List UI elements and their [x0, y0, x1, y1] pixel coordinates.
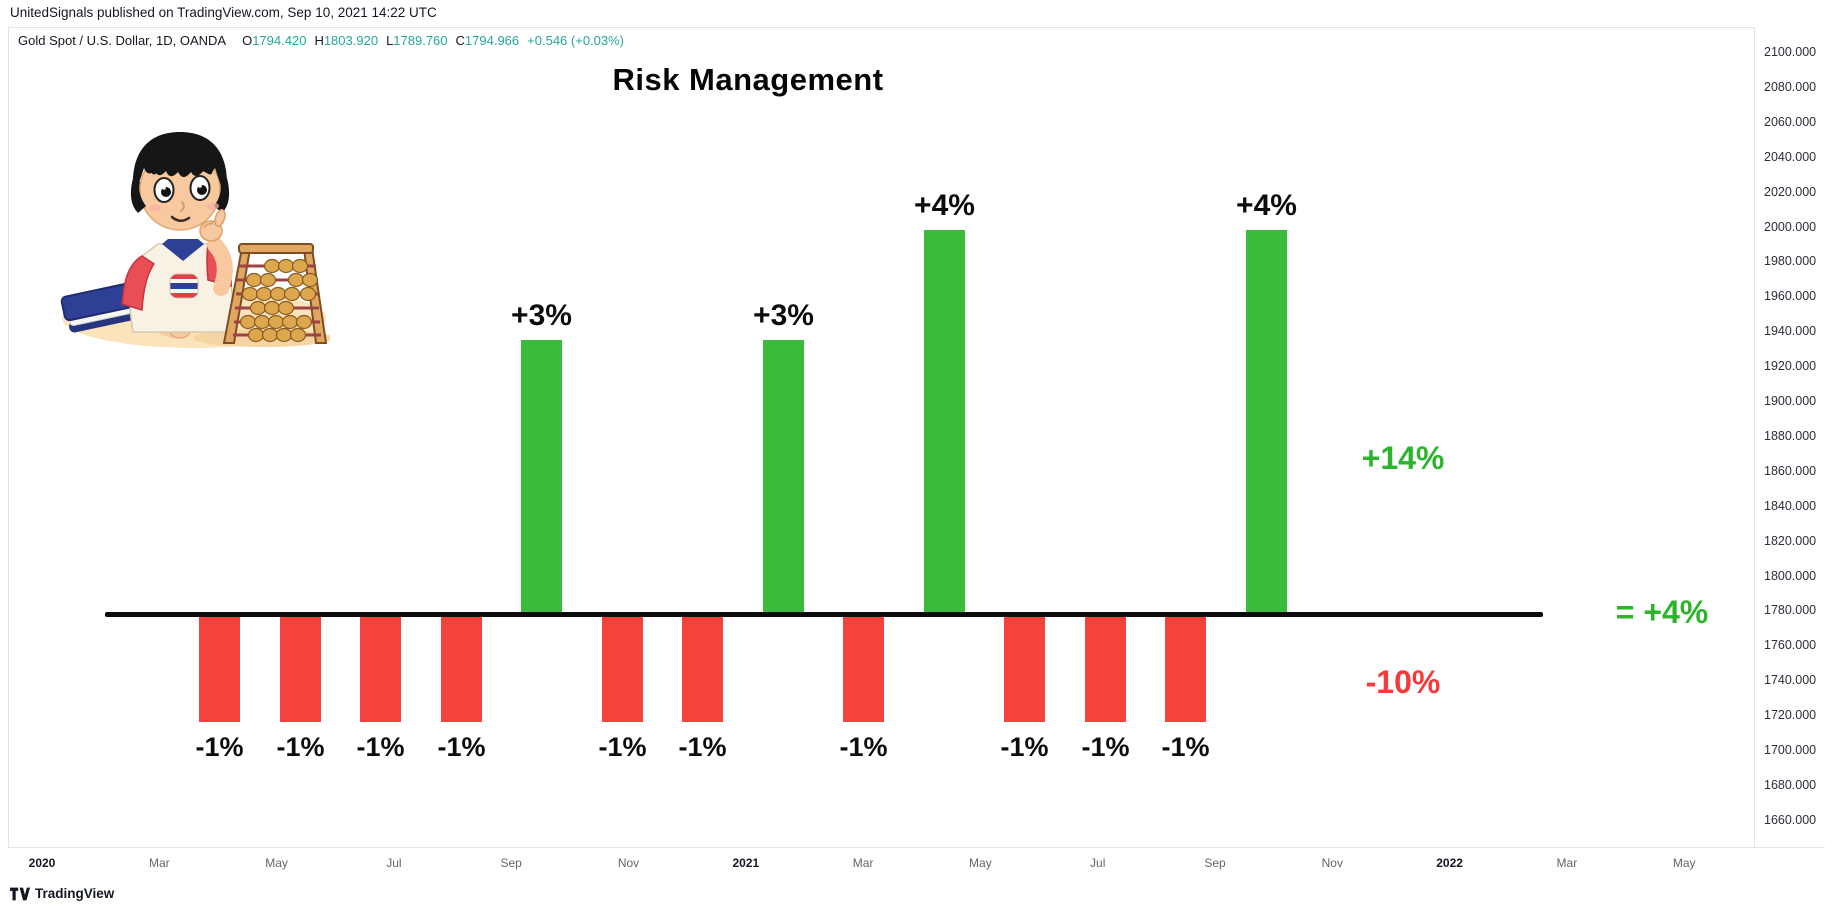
bar-value-label: -1% — [1000, 732, 1049, 762]
price-axis-label: 1900.000 — [1764, 394, 1817, 408]
time-axis-label-jul: Jul — [386, 856, 402, 870]
low-value: 1789.760 — [393, 33, 448, 48]
time-axis-label-may: May — [1672, 856, 1696, 870]
bar-value-label: -1% — [437, 732, 486, 762]
bar-value-label: +3% — [511, 299, 572, 332]
price-axis-label: 1860.000 — [1764, 463, 1817, 478]
low-label: L — [386, 33, 394, 48]
price-axis-label: 2060.000 — [1764, 114, 1817, 129]
bar-value-label: -1% — [1161, 732, 1210, 762]
bar-value-label: -1% — [195, 732, 244, 762]
bar-value-label: -1% — [598, 732, 647, 762]
chart-card — [8, 27, 1825, 877]
high-value: 1803.920 — [323, 33, 379, 48]
open-label: O — [242, 33, 253, 48]
loss-bar — [280, 617, 321, 722]
loss-bar — [682, 617, 723, 722]
time-axis-label-mar: Mar — [148, 856, 170, 870]
tradingview-brand-text: TradingView — [35, 886, 115, 901]
time-axis[interactable]: 2020 Mar May Jul Sep Nov 2021 Mar May Jul Sep Nov 20… — [8, 847, 1825, 878]
zero-baseline — [105, 612, 1543, 617]
open-value: 1794.420 — [252, 33, 307, 48]
price-axis-label: 1700.000 — [1764, 743, 1817, 757]
gain-bar — [763, 340, 804, 612]
loss-bar — [843, 617, 884, 722]
close-label: C — [455, 33, 465, 48]
price-axis-label: 1840.000 — [1764, 498, 1817, 513]
loss-bar — [1165, 617, 1206, 722]
price-axis-label: 1680.000 — [1764, 777, 1817, 792]
price-axis-label: 2100.000 — [1764, 45, 1817, 59]
gain-bar — [521, 340, 562, 612]
time-axis-label-mar: Mar — [852, 856, 874, 870]
price-axis-label: 2000.000 — [1764, 219, 1817, 234]
symbol-title[interactable]: Gold Spot / U.S. Dollar, 1D, OANDA — [18, 33, 227, 48]
bar-value-label: -1% — [1081, 732, 1130, 762]
net-annotation: = +4% — [1615, 594, 1709, 630]
time-axis-label-sep: Sep — [1204, 856, 1226, 870]
bar-value-label: +4% — [914, 189, 975, 222]
publish-attribution: UnitedSignals published on TradingView.c… — [10, 5, 437, 20]
price-axis-label: 1940.000 — [1764, 324, 1817, 339]
bar-value-label: -1% — [356, 732, 405, 762]
price-axis-label: 2020.000 — [1764, 184, 1817, 199]
price-axis-label: 1960.000 — [1764, 289, 1817, 304]
chart-title: Risk Management — [612, 62, 884, 97]
time-axis-label-nov: Nov — [1321, 856, 1343, 870]
loss-bar — [360, 617, 401, 722]
close-value: 1794.966 — [464, 33, 520, 48]
gains-annotation: +14% — [1361, 440, 1445, 476]
high-label: H — [314, 33, 324, 48]
time-axis-label-jul: Jul — [1090, 856, 1106, 870]
symbol-legend[interactable]: Gold Spot / U.S. Dollar, 1D, OANDA O1794.… — [18, 33, 624, 48]
price-axis-label: 1820.000 — [1764, 533, 1817, 548]
time-axis-label-may: May — [265, 856, 288, 870]
gain-bar — [1246, 230, 1287, 612]
time-axis-label-2022: 2022 — [1436, 856, 1463, 870]
loss-bar — [441, 617, 482, 722]
time-axis-label-2020: 2020 — [28, 856, 56, 870]
time-axis-label-sep: Sep — [500, 856, 522, 870]
bar-value-label: +4% — [1236, 189, 1297, 222]
price-axis-label: 1880.000 — [1764, 428, 1817, 443]
boy-with-abacus-illustration — [60, 132, 330, 348]
bar-value-label: +3% — [753, 299, 814, 332]
price-axis[interactable]: 2100.000 2080.000 2060.000 2040.000 2020.000… — [1754, 27, 1826, 847]
gain-bar — [924, 230, 965, 612]
loss-bar — [199, 617, 240, 722]
time-axis-label-may: May — [969, 856, 992, 870]
price-axis-label: 2040.000 — [1764, 149, 1817, 164]
price-axis-label: 1780.000 — [1764, 603, 1817, 618]
price-axis-label: 2080.000 — [1764, 79, 1817, 94]
time-axis-label-mar: Mar — [1556, 856, 1578, 870]
loss-bar — [1085, 617, 1126, 722]
price-axis-label: 1660.000 — [1764, 812, 1817, 827]
loss-bar — [1004, 617, 1045, 722]
bar-value-label: -1% — [678, 732, 727, 762]
bar-value-label: -1% — [839, 732, 888, 762]
change-value: +0.546 (+0.03%) — [527, 33, 625, 48]
price-axis-label: 1740.000 — [1764, 673, 1817, 688]
tradingview-footer[interactable]: TradingView — [10, 886, 114, 901]
price-axis-label: 1920.000 — [1764, 359, 1817, 374]
price-axis-label: 1980.000 — [1764, 254, 1817, 269]
tradingview-logo-icon — [10, 887, 30, 900]
price-axis-label: 1800.000 — [1764, 568, 1817, 583]
price-axis-label: 1720.000 — [1764, 708, 1817, 723]
bar-value-label: -1% — [276, 732, 325, 762]
loss-bar — [602, 617, 643, 722]
time-axis-label-nov: Nov — [617, 856, 640, 870]
losses-annotation: -10% — [1365, 664, 1441, 700]
time-axis-label-2021: 2021 — [732, 856, 760, 870]
price-axis-label: 1760.000 — [1764, 638, 1817, 653]
